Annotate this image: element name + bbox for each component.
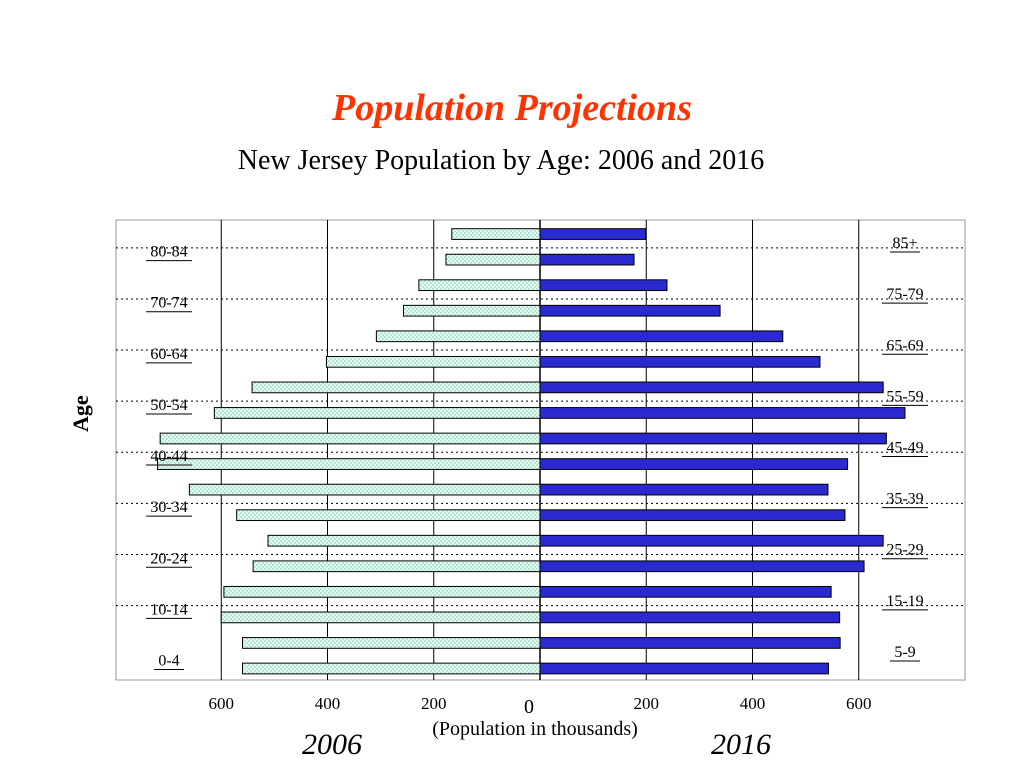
bar-2016 <box>539 253 635 266</box>
bar-2016 <box>539 330 784 343</box>
bar-2016 <box>539 228 647 240</box>
x-tick-label: 200 <box>634 694 660 713</box>
age-label-right: 25-29 <box>886 542 923 559</box>
y-axis-title: Age <box>68 395 93 432</box>
bar-2006 <box>251 381 541 394</box>
bar-2006 <box>252 560 541 573</box>
age-label-left: 30-34 <box>150 499 187 516</box>
bar-2006 <box>325 355 541 368</box>
bar-2006 <box>242 637 541 649</box>
age-label-left: 70-74 <box>150 295 187 312</box>
bar-2006 <box>402 304 541 317</box>
age-label-right: 15-19 <box>886 593 923 610</box>
bar-2006 <box>188 483 541 496</box>
bar-2006 <box>375 330 541 343</box>
x-tick-label: 600 <box>209 694 235 713</box>
bar-2016 <box>539 662 829 675</box>
bar-2006 <box>236 509 541 522</box>
age-label-right: 75-79 <box>886 286 923 303</box>
bar-2016 <box>539 432 887 445</box>
labels-layer: 80-84 70-74 60-64 50-54 40-44 30-34 20-24 10-14… <box>146 235 928 718</box>
age-label-right: 65-69 <box>886 337 923 354</box>
x-tick-zero: 0 <box>524 696 534 718</box>
age-label-left: 0-4 <box>158 653 179 670</box>
age-label-right: 5-9 <box>894 644 915 661</box>
bar-2016 <box>539 304 721 317</box>
bar-2006 <box>445 253 541 266</box>
bar-2006 <box>451 228 541 240</box>
bar-2006 <box>159 432 541 445</box>
age-label-right: 35-39 <box>886 491 923 508</box>
bar-2006 <box>418 279 541 292</box>
year-label-2006: 2006 <box>302 728 362 761</box>
bar-2016 <box>539 509 846 522</box>
age-label-left: 20-24 <box>150 550 187 567</box>
bars-layer <box>157 228 906 675</box>
x-tick-label: 600 <box>846 694 872 713</box>
bar-2016 <box>539 355 821 368</box>
bar-2016 <box>539 458 849 470</box>
age-label-left: 40-44 <box>150 448 187 465</box>
bar-2006 <box>213 407 541 419</box>
x-tick-label: 400 <box>315 694 341 713</box>
bar-2016 <box>539 611 841 624</box>
bar-2016 <box>539 279 668 292</box>
age-label-right: 45-49 <box>886 440 923 457</box>
age-label-left: 60-64 <box>150 346 187 363</box>
bar-2006 <box>223 585 541 598</box>
bar-2016 <box>539 637 841 649</box>
age-label-left: 50-54 <box>150 397 187 414</box>
bar-2006 <box>267 534 541 547</box>
age-label-left: 80-84 <box>150 244 187 261</box>
bar-2016 <box>539 560 865 573</box>
bar-2016 <box>539 407 906 419</box>
bar-2006 <box>220 611 541 624</box>
bar-2016 <box>539 534 884 547</box>
age-label-right: 55-59 <box>886 388 923 405</box>
grid-layer <box>115 219 966 681</box>
age-label-left: 10-14 <box>150 601 187 618</box>
age-label-right: 85+ <box>892 235 917 252</box>
bar-2016 <box>539 585 832 598</box>
bar-2016 <box>539 381 884 394</box>
x-tick-label: 400 <box>740 694 766 713</box>
x-axis-title: (Population in thousands) <box>432 718 638 740</box>
bar-2016 <box>539 483 829 496</box>
year-label-2016: 2016 <box>711 728 771 761</box>
bar-2006 <box>242 662 541 675</box>
chart-subtitle: New Jersey Population by Age: 2006 and 2… <box>237 145 765 176</box>
bar-2006 <box>157 458 541 470</box>
x-tick-label: 200 <box>421 694 447 713</box>
chart-title: Population Projections <box>332 87 692 129</box>
